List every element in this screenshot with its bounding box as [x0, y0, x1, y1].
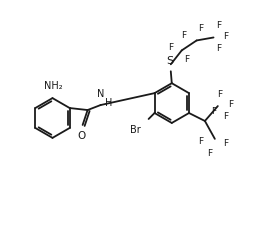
- Text: F: F: [216, 21, 221, 30]
- Text: F: F: [217, 90, 222, 99]
- Text: F: F: [198, 137, 203, 146]
- Text: NH₂: NH₂: [44, 81, 63, 91]
- Text: H: H: [104, 98, 112, 108]
- Text: F: F: [216, 45, 221, 53]
- Text: F: F: [181, 31, 187, 40]
- Text: F: F: [211, 107, 216, 116]
- Text: F: F: [199, 24, 204, 33]
- Text: O: O: [77, 131, 86, 141]
- Text: N: N: [97, 89, 104, 99]
- Text: Br: Br: [130, 125, 141, 135]
- Text: F: F: [168, 43, 173, 52]
- Text: F: F: [228, 99, 233, 109]
- Text: S: S: [166, 56, 173, 66]
- Text: F: F: [184, 55, 189, 64]
- Text: F: F: [207, 149, 212, 158]
- Text: F: F: [224, 32, 229, 41]
- Text: F: F: [223, 112, 228, 121]
- Text: F: F: [223, 139, 228, 148]
